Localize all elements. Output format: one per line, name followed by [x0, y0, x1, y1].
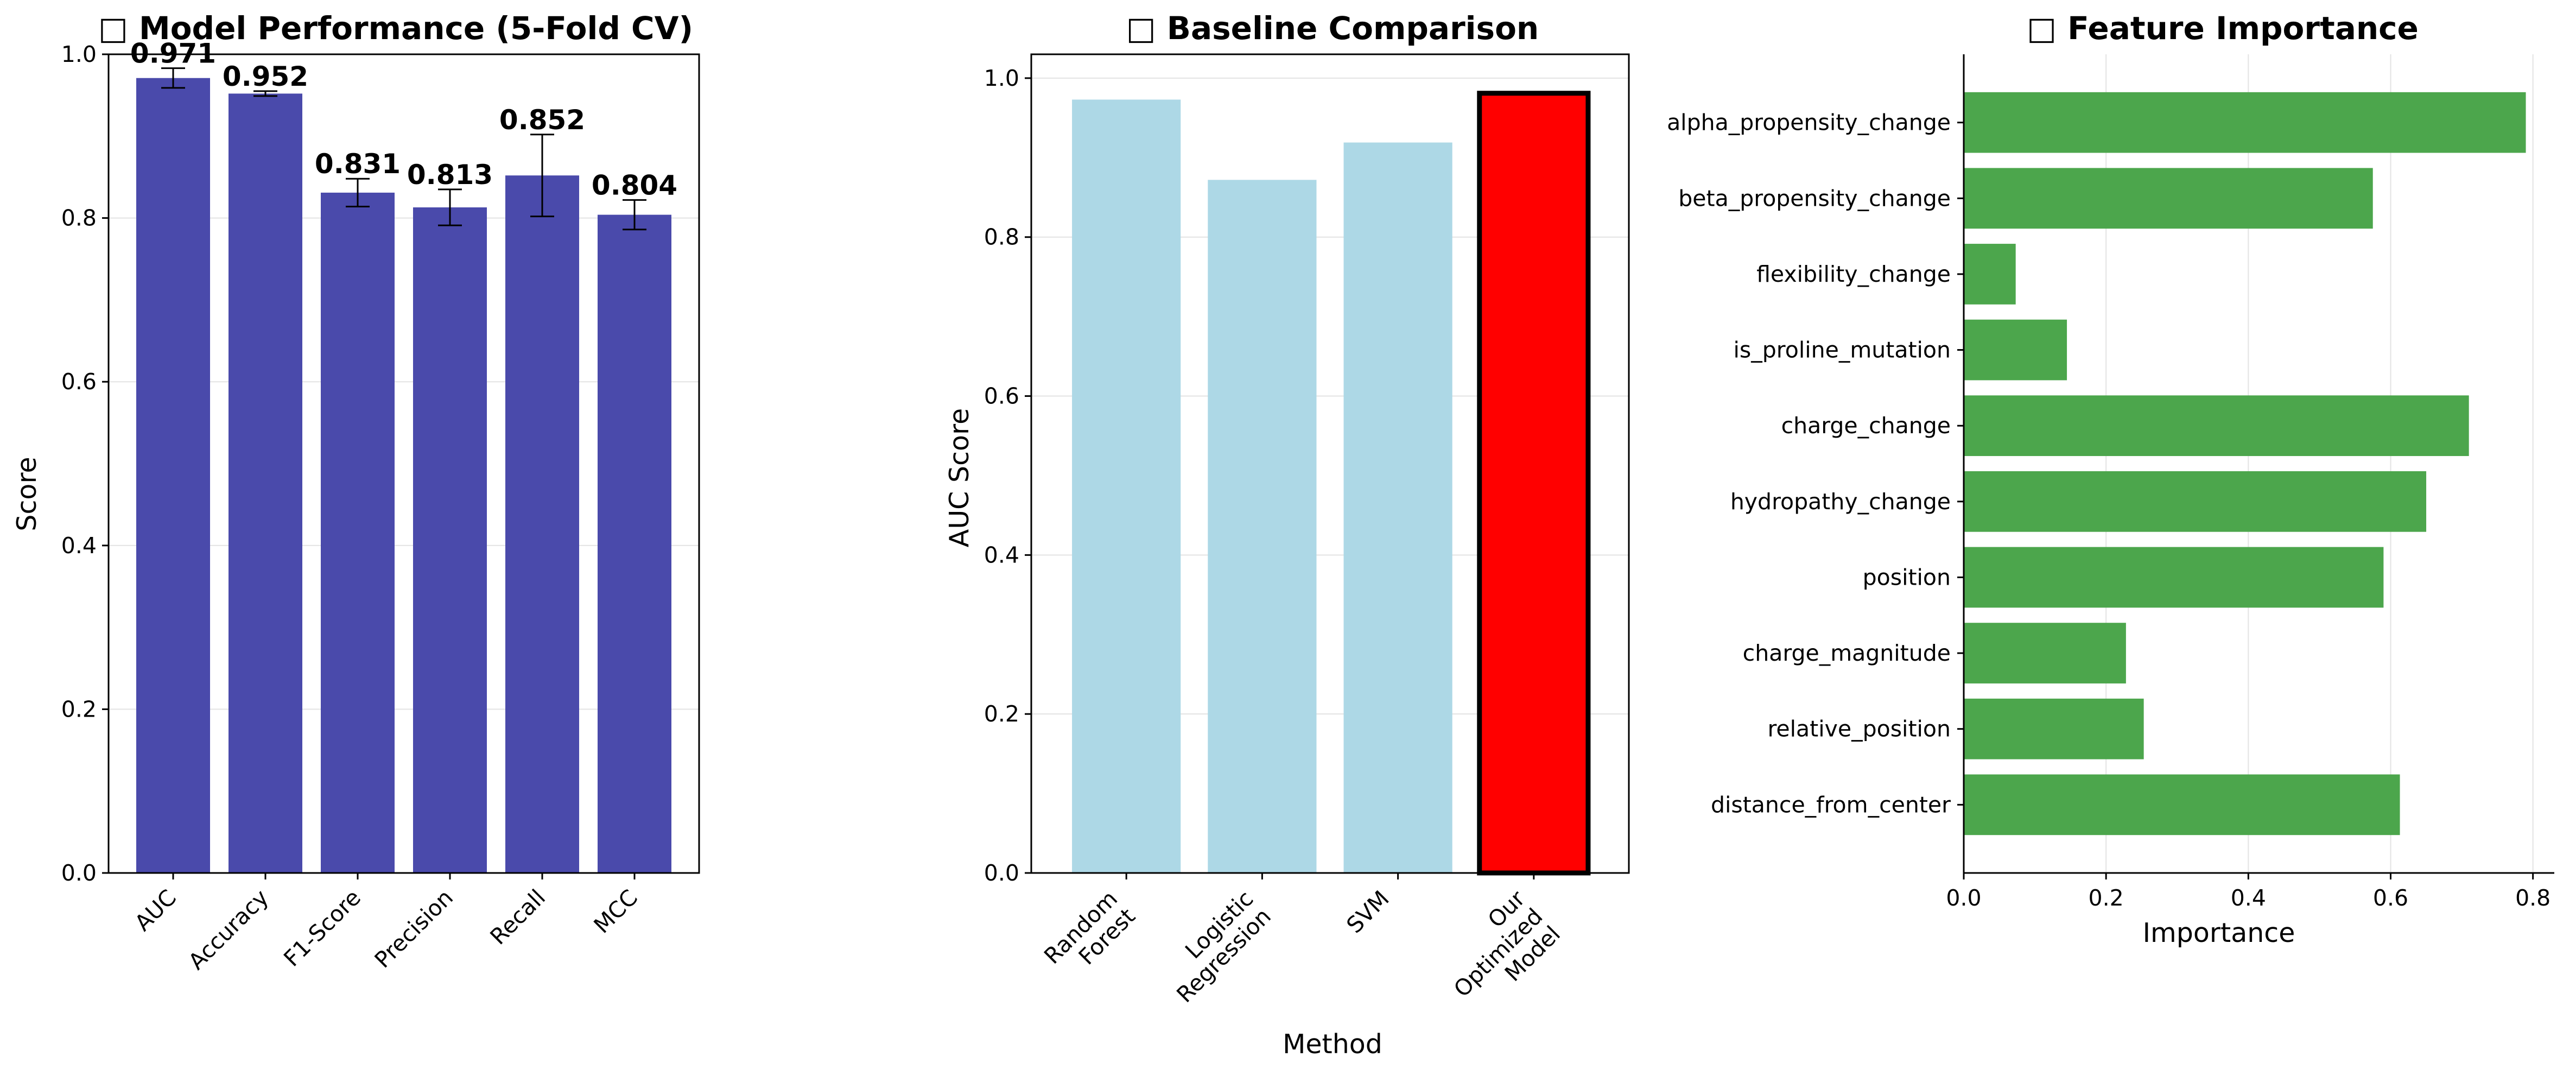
data-label: 0.952	[223, 61, 308, 92]
x-tick-label: OurOptimizedModel	[1431, 885, 1565, 1020]
baseline-comparison-title: □ Baseline Comparison	[1126, 10, 1539, 47]
y-tick-label: 0.6	[984, 383, 1019, 409]
x-tick-label: MCC	[589, 884, 643, 938]
y-tick-label: charge_magnitude	[1743, 640, 1951, 666]
model-performance-ylabel: Score	[11, 457, 42, 531]
y-tick-label: beta_propensity_change	[1678, 185, 1951, 211]
x-tick-label: F1-Score	[278, 884, 366, 972]
feature-importance-chart: □ Feature Importance Importance 0.0 0.2 0.…	[1667, 10, 2554, 948]
bar	[1964, 395, 2469, 457]
bar	[1964, 168, 2373, 229]
x-tick-label: RandomForest	[1039, 885, 1140, 986]
x-tick-label: Recall	[485, 884, 550, 950]
y-tick-label: 1.0	[61, 41, 97, 67]
x-tick-label: AUC	[130, 884, 181, 936]
y-tick-label: 0.4	[984, 542, 1019, 568]
y-tick-label: 1.0	[984, 65, 1019, 91]
y-tick-label: is_proline_mutation	[1734, 337, 1951, 363]
bar	[1208, 180, 1317, 874]
plot-frame	[1030, 53, 1630, 874]
y-tick-label: hydropathy_change	[1730, 489, 1951, 515]
y-tick-label: charge_change	[1781, 413, 1951, 439]
feature-importance-xlabel: Importance	[2143, 917, 2295, 948]
x-tick-label: 0.2	[2089, 885, 2124, 911]
model-performance-title: □ Model Performance (5-Fold CV)	[98, 10, 693, 47]
baseline-comparison-ylabel: AUC Score	[944, 408, 975, 547]
x-tick-label: 0.6	[2373, 885, 2408, 911]
y-tick-label: flexibility_change	[1756, 261, 1951, 287]
y-tick-label: 0.2	[984, 701, 1019, 727]
bar	[1343, 142, 1452, 873]
bar	[136, 78, 210, 874]
x-tick-label: 0.4	[2231, 885, 2266, 911]
plot-frame	[107, 53, 700, 874]
y-tick-label: 0.0	[984, 860, 1019, 886]
bar	[413, 207, 487, 874]
y-tick-label: 0.8	[984, 224, 1019, 250]
y-tick-label: 0.2	[61, 696, 97, 722]
feature-importance-title: □ Feature Importance	[2027, 10, 2419, 47]
bar	[598, 214, 671, 873]
y-tick-label: relative_position	[1767, 716, 1951, 742]
highlight-bar	[1477, 91, 1591, 876]
bar	[1072, 99, 1181, 874]
bar	[1964, 698, 2144, 759]
bar	[229, 93, 302, 873]
baseline-comparison-xlabel: Method	[1283, 1029, 1382, 1060]
y-tick-label: position	[1863, 564, 1951, 590]
y-tick-label: 0.8	[61, 205, 97, 231]
bar	[1964, 547, 2384, 608]
x-tick-label: Precision	[370, 884, 458, 973]
data-label: 0.852	[499, 104, 585, 136]
y-tick-label: 0.6	[61, 369, 97, 395]
x-tick-label: SVM	[1341, 885, 1394, 938]
data-label: 0.831	[315, 148, 401, 180]
bar	[1964, 319, 2067, 381]
bar	[1964, 244, 2016, 305]
x-tick-label: 0.0	[1946, 885, 1981, 911]
baseline-comparison-chart: □ Baseline Comparison AUC Score Method 0…	[944, 10, 1630, 1060]
x-tick-label: LogisticRegression	[1154, 885, 1276, 1008]
x-tick-label: Accuracy	[183, 884, 274, 974]
x-tick-label: 0.8	[2515, 885, 2550, 911]
y-tick-label: alpha_propensity_change	[1667, 110, 1951, 136]
data-label: 0.813	[407, 159, 493, 191]
x-tick-label-line: SVM	[1341, 885, 1394, 938]
bar	[321, 192, 395, 873]
y-tick-label: 0.0	[61, 860, 97, 886]
y-tick-label: 0.4	[61, 533, 97, 559]
bar	[1964, 471, 2427, 532]
y-tick-label: distance_from_center	[1711, 792, 1951, 818]
bar	[1964, 623, 2126, 683]
bar	[505, 175, 579, 874]
data-label: 0.804	[592, 169, 677, 201]
model-performance-chart: □ Model Performance (5-Fold CV) Score 0.…	[11, 10, 700, 974]
bar	[1964, 92, 2526, 153]
bar	[1964, 774, 2400, 836]
